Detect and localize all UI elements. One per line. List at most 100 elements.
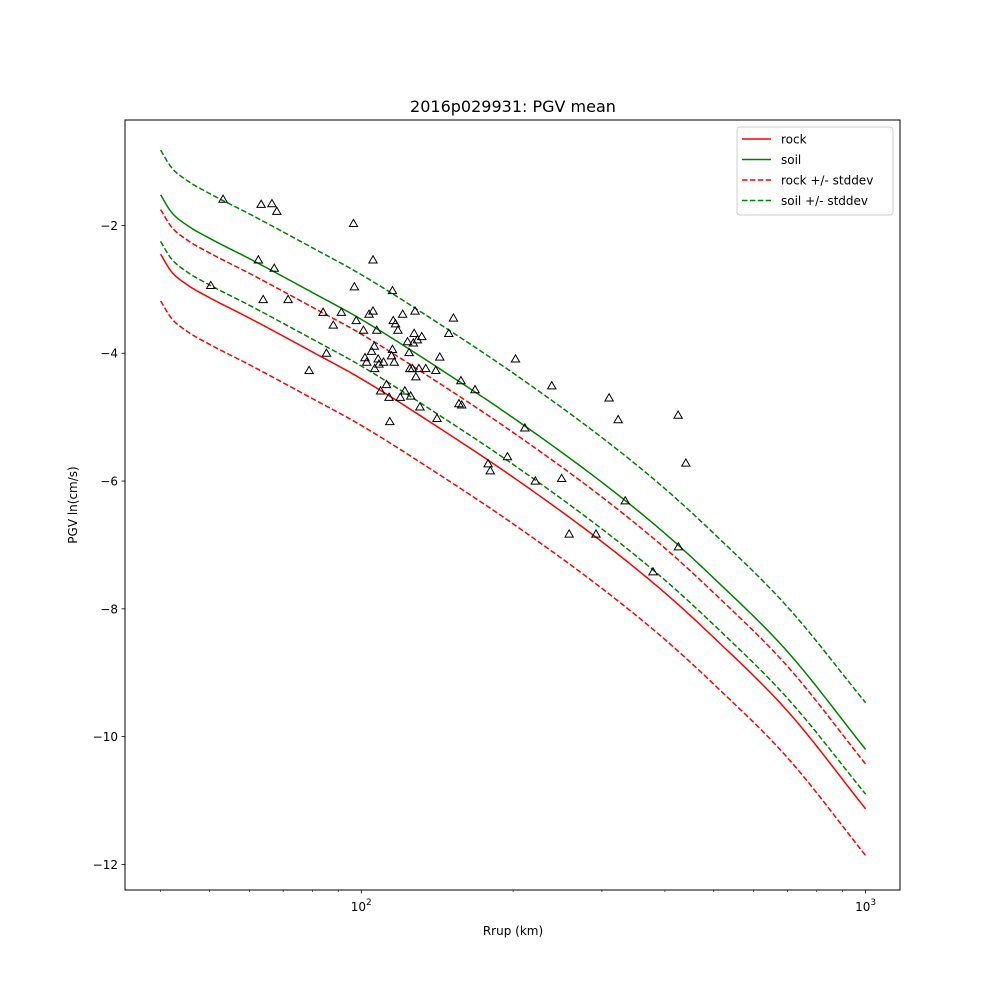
observation-point [431, 413, 443, 422]
series-line-4 [159, 149, 867, 704]
observation-point [269, 263, 280, 272]
observation-point [387, 285, 398, 295]
observation-point [386, 350, 397, 360]
observation-point [556, 473, 567, 483]
observation-point [358, 325, 369, 334]
y-axis: −2 −4 −6 −8 −10 −12 [93, 219, 125, 872]
observation-point [253, 254, 264, 264]
observation-point [443, 328, 454, 337]
observation-point [470, 384, 481, 394]
observation-point [530, 475, 541, 485]
y-tick-label: −4 [100, 347, 118, 361]
observation-point [375, 385, 386, 395]
observation-point [456, 399, 467, 409]
observation-point [590, 528, 602, 538]
series-line-2 [159, 209, 867, 765]
y-tick-label: −8 [100, 602, 118, 616]
observation-point [384, 416, 395, 426]
observation-point [414, 401, 425, 411]
observation-point [409, 328, 420, 337]
legend-label: soil +/- stddev [781, 194, 868, 208]
observation-point [328, 319, 339, 329]
observation-point [218, 194, 229, 203]
observation-point [348, 218, 359, 228]
legend-label: rock [781, 133, 807, 147]
y-tick-label: −6 [100, 475, 118, 489]
observation-point [564, 528, 575, 538]
x-axis: 102 103 [160, 890, 876, 914]
observation-point [387, 344, 398, 353]
y-tick-label: −10 [93, 730, 118, 744]
legend-label: rock +/- stddev [781, 174, 873, 188]
observation-point [413, 363, 424, 373]
series-line-5 [159, 241, 867, 795]
observation-point [483, 458, 494, 468]
observation-point [448, 312, 459, 322]
observation-point [266, 198, 277, 208]
observation-point [205, 280, 216, 290]
observation-point [256, 199, 267, 208]
observation-point [453, 398, 465, 408]
observation-point [405, 390, 416, 400]
legend-box [736, 126, 894, 216]
observations-layer [205, 194, 691, 576]
observation-point [369, 363, 380, 373]
chart-title: 2016p029931: PGV mean [410, 97, 616, 116]
y-axis-title: PGV ln(cm/s) [66, 466, 80, 543]
observation-point [361, 357, 372, 366]
observation-point [366, 346, 377, 355]
series-layer [159, 149, 867, 856]
x-tick-label: 103 [855, 898, 876, 914]
observation-point [381, 379, 392, 389]
observation-point [402, 336, 413, 346]
observation-point [371, 325, 382, 334]
observation-point [397, 309, 408, 318]
observation-point [613, 414, 624, 424]
observation-point [399, 385, 410, 395]
observation-point [455, 375, 466, 385]
observation-point [519, 422, 530, 432]
observation-point [510, 353, 521, 363]
observation-point [351, 315, 362, 325]
observation-point [546, 380, 557, 390]
observation-point [502, 451, 513, 461]
legend: rock soil rock +/- stddev soil +/- stddev [736, 126, 894, 216]
observation-point [673, 541, 684, 551]
observation-point [420, 363, 431, 373]
y-tick-label: −12 [93, 858, 118, 872]
observation-point [485, 465, 496, 475]
observation-point [283, 294, 294, 304]
x-axis-title: Rrup (km) [483, 924, 543, 938]
observation-point [336, 307, 347, 316]
observation-point [680, 457, 691, 467]
observation-point [389, 357, 400, 366]
observation-point [404, 347, 415, 357]
observation-point [304, 365, 315, 375]
observation-point [321, 348, 332, 357]
observation-point [673, 410, 684, 419]
legend-label: soil [781, 153, 801, 167]
observation-point [434, 351, 445, 361]
observation-point [410, 371, 421, 381]
observation-point [647, 566, 659, 576]
observation-point [383, 392, 395, 401]
observation-point [271, 206, 282, 215]
observation-point [416, 331, 427, 341]
observation-point [349, 281, 360, 291]
observation-point [378, 357, 389, 366]
observation-point [392, 325, 403, 334]
observation-point [373, 358, 384, 368]
observation-point [367, 254, 379, 264]
observation-point [367, 305, 379, 315]
observation-point [395, 392, 406, 401]
y-tick-label: −2 [100, 219, 118, 233]
plot-frame [124, 119, 901, 891]
observation-point [620, 495, 631, 505]
observation-point [407, 363, 418, 373]
observation-point [430, 365, 441, 375]
observation-point [604, 392, 615, 402]
x-tick-label: 102 [351, 898, 372, 914]
series-line-3 [159, 300, 867, 856]
observation-point [318, 307, 329, 316]
